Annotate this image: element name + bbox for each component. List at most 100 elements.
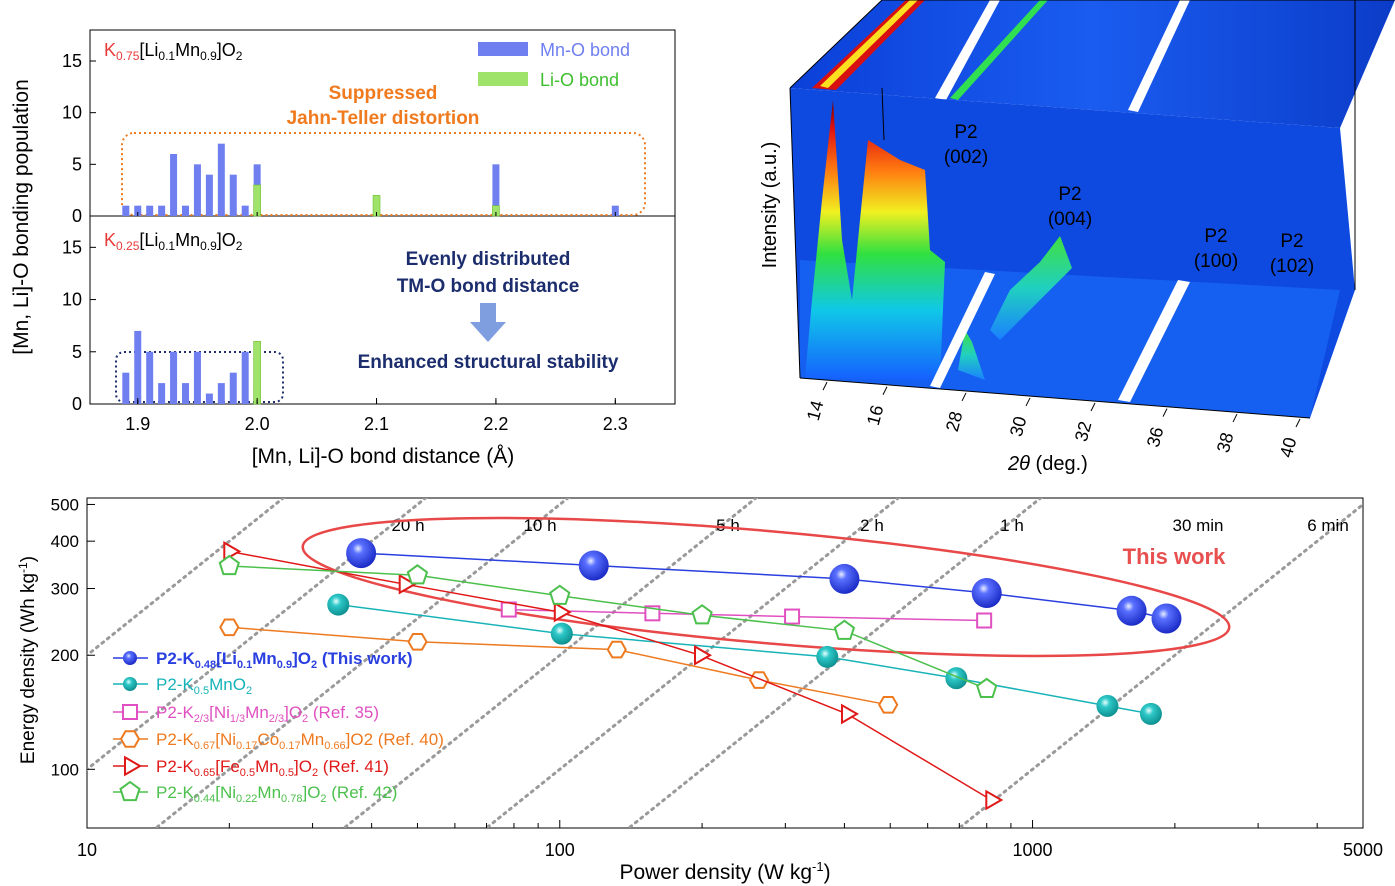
legend-label: P2-K0.48[Li0.1Mn0.9]O2 (This work) <box>156 649 413 671</box>
y-tick-label: 300 <box>51 580 79 599</box>
mn-o-bar <box>611 205 619 216</box>
data-point <box>829 563 860 594</box>
xrd-tick-label: 14 <box>803 398 828 423</box>
data-point <box>833 619 856 640</box>
y-tick-label: 0 <box>72 394 82 414</box>
mn-o-bar <box>205 393 213 404</box>
peak-label-hkl: (100) <box>1194 251 1238 272</box>
legend-label: P2-K2/3[Ni1/3Mn2/3]O2 (Ref. 35) <box>156 703 379 725</box>
legend-marker <box>119 780 141 802</box>
data-point <box>878 696 899 714</box>
suppressed-jt-box <box>121 132 646 216</box>
data-point <box>1151 603 1182 634</box>
data-point <box>784 608 801 625</box>
data-point <box>500 601 517 618</box>
mn-o-bar <box>158 383 166 404</box>
histogram-frame <box>89 29 676 405</box>
data-point <box>219 618 240 637</box>
legend-marker <box>122 704 138 720</box>
legend-label: P2-K0.44[Ni0.22Mn0.78]O2 (Ref. 42) <box>156 783 397 805</box>
time-label: 30 min <box>1172 516 1223 535</box>
time-label: 5 h <box>716 516 740 535</box>
time-isoline <box>153 498 571 828</box>
this-work-ellipse <box>301 516 1231 658</box>
mn-o-bar <box>170 154 178 216</box>
bottom-formula-label: K0.25[Li0.1Mn0.9]O2 <box>104 230 243 253</box>
mn-o-bar <box>241 205 249 216</box>
legend-marker <box>123 651 137 665</box>
mn-o-bar <box>146 205 154 216</box>
y-tick-label: 500 <box>51 495 79 514</box>
time-isoline <box>341 498 759 828</box>
down-arrow-icon <box>470 303 506 342</box>
ragone-x-axis-title: Power density (W kg-1) <box>619 859 830 884</box>
box-edge-bottom <box>799 377 1311 419</box>
ragone-frame <box>86 497 1364 829</box>
time-label: 6 min <box>1307 516 1349 535</box>
this-work-label: This work <box>1123 544 1226 569</box>
data-point <box>553 601 572 623</box>
x-tick-label: 5000 <box>1343 840 1383 860</box>
peak-28 <box>958 330 985 380</box>
xrd-tick-label: 32 <box>1071 419 1096 444</box>
y-tick-label: 10 <box>62 103 82 123</box>
mn-o-bar <box>134 330 142 404</box>
time-label: 2 h <box>860 516 884 535</box>
peak-002 <box>805 100 945 380</box>
data-point <box>816 645 839 668</box>
data-point <box>841 703 860 725</box>
data-point <box>406 564 429 585</box>
time-isoline <box>87 498 286 658</box>
box-edge-left <box>789 87 801 379</box>
y-tick-label: 15 <box>62 237 82 257</box>
series-line <box>229 550 992 801</box>
mn-o-bar <box>122 205 130 216</box>
y-tick-label: 10 <box>62 290 82 310</box>
li-o-bar <box>253 341 261 405</box>
mn-o-bar <box>146 351 154 404</box>
xrd-tick <box>961 392 967 402</box>
time-isoline <box>87 498 428 772</box>
box-edge-inner <box>881 87 885 141</box>
mn-o-bar <box>229 174 237 216</box>
mn-o-bar <box>122 372 130 404</box>
time-label: 1 h <box>1000 516 1024 535</box>
series-line <box>229 565 703 617</box>
peak-label-phase: P2 <box>1058 184 1081 205</box>
data-point <box>1139 702 1162 725</box>
y-tick-label: 100 <box>51 760 79 779</box>
xrd-tick <box>1162 408 1168 417</box>
peak-label-phase: P2 <box>954 122 977 143</box>
xrd-tick <box>1090 402 1096 412</box>
x-axis-title: [Mn, Li]-O bond distance (Å) <box>252 445 515 468</box>
y-tick-label: 200 <box>51 646 79 665</box>
xrd-y-axis-title: Intensity (a.u.) <box>759 142 781 269</box>
legend-mn-o-swatch <box>478 42 528 56</box>
mn-o-bar <box>182 383 190 404</box>
peak-004 <box>990 236 1072 340</box>
legend-marker <box>124 755 142 777</box>
x-tick-label: 2.0 <box>245 414 270 434</box>
data-point <box>550 622 573 645</box>
legend-label: P2-K0.67[Ni0.17Co0.17Mn0.66]O2 (Ref. 40) <box>156 730 444 752</box>
xrd-x-axis-title: 2θ (deg.) <box>1007 453 1088 475</box>
mn-o-bar <box>193 164 201 216</box>
top-streak-core <box>820 0 918 88</box>
floor-break-1 <box>930 272 995 388</box>
data-point <box>985 789 1004 811</box>
legend-li-o-label: Li-O bond <box>540 70 619 90</box>
y-axis-title: [Mn, Li]-O bonding population <box>10 79 33 355</box>
top-break-1 <box>935 0 1000 100</box>
note-jahn-teller: Jahn-Teller distortion <box>287 108 480 129</box>
mn-o-bar <box>182 205 190 216</box>
xrd-tick <box>1232 413 1238 423</box>
xrd-tick <box>822 381 828 391</box>
mn-o-bar <box>217 143 225 216</box>
y-tick-label: 5 <box>72 154 82 174</box>
legend-label: P2-K0.5MnO2 <box>156 675 252 697</box>
legend-li-o-swatch <box>478 72 528 86</box>
data-point <box>606 640 627 659</box>
data-point <box>327 593 350 616</box>
